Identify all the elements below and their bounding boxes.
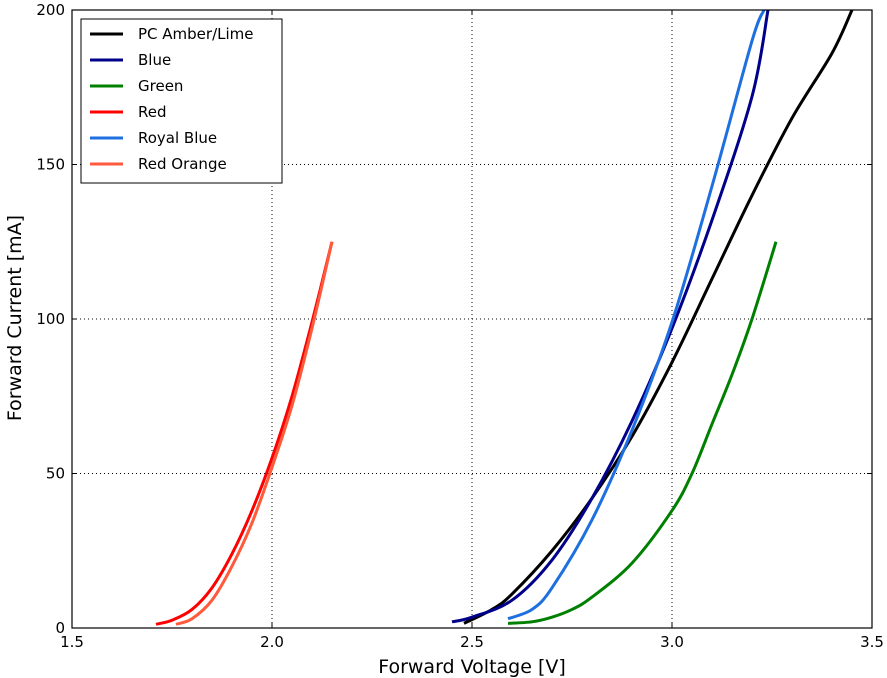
legend-label-pc-amber-lime: PC Amber/Lime [138, 25, 254, 43]
legend-label-red-orange: Red Orange [138, 155, 227, 173]
series-layer [155, 9, 854, 626]
y-tick-label: 100 [36, 310, 65, 328]
x-axis-title: Forward Voltage [V] [378, 656, 566, 678]
y-tick-label: 50 [46, 465, 65, 483]
legend: PC Amber/Lime Blue Green Red Royal Blue Red O… [80, 18, 283, 184]
legend-box [80, 18, 283, 184]
x-tick-label: 3.5 [860, 633, 884, 651]
y-tick-label: 150 [36, 156, 65, 174]
y-tick-label: 200 [36, 1, 65, 19]
series-line-pc-amber-lime [463, 9, 854, 625]
series-line-red [155, 241, 334, 626]
x-tick-label: 2.5 [460, 633, 484, 651]
x-tick-label: 3.0 [660, 633, 684, 651]
legend-label-royal-blue: Royal Blue [138, 129, 217, 147]
y-tick-label: 0 [55, 619, 65, 637]
series-line-green [507, 241, 778, 625]
legend-label-green: Green [138, 77, 183, 95]
x-tick-label: 2.0 [260, 633, 284, 651]
legend-label-blue: Blue [138, 51, 171, 69]
series-line-royal-blue [507, 9, 766, 621]
plot-frame [71, 9, 873, 629]
series-line-red-orange [175, 241, 334, 626]
y-axis-title: Forward Current [mA] [4, 215, 26, 421]
series-line-blue [451, 9, 770, 624]
x-tick-label: 1.5 [60, 633, 84, 651]
ticks: 1.5 2.0 2.5 3.0 3.5 0 50 100 150 200 [36, 1, 884, 651]
legend-label-red: Red [138, 103, 167, 121]
